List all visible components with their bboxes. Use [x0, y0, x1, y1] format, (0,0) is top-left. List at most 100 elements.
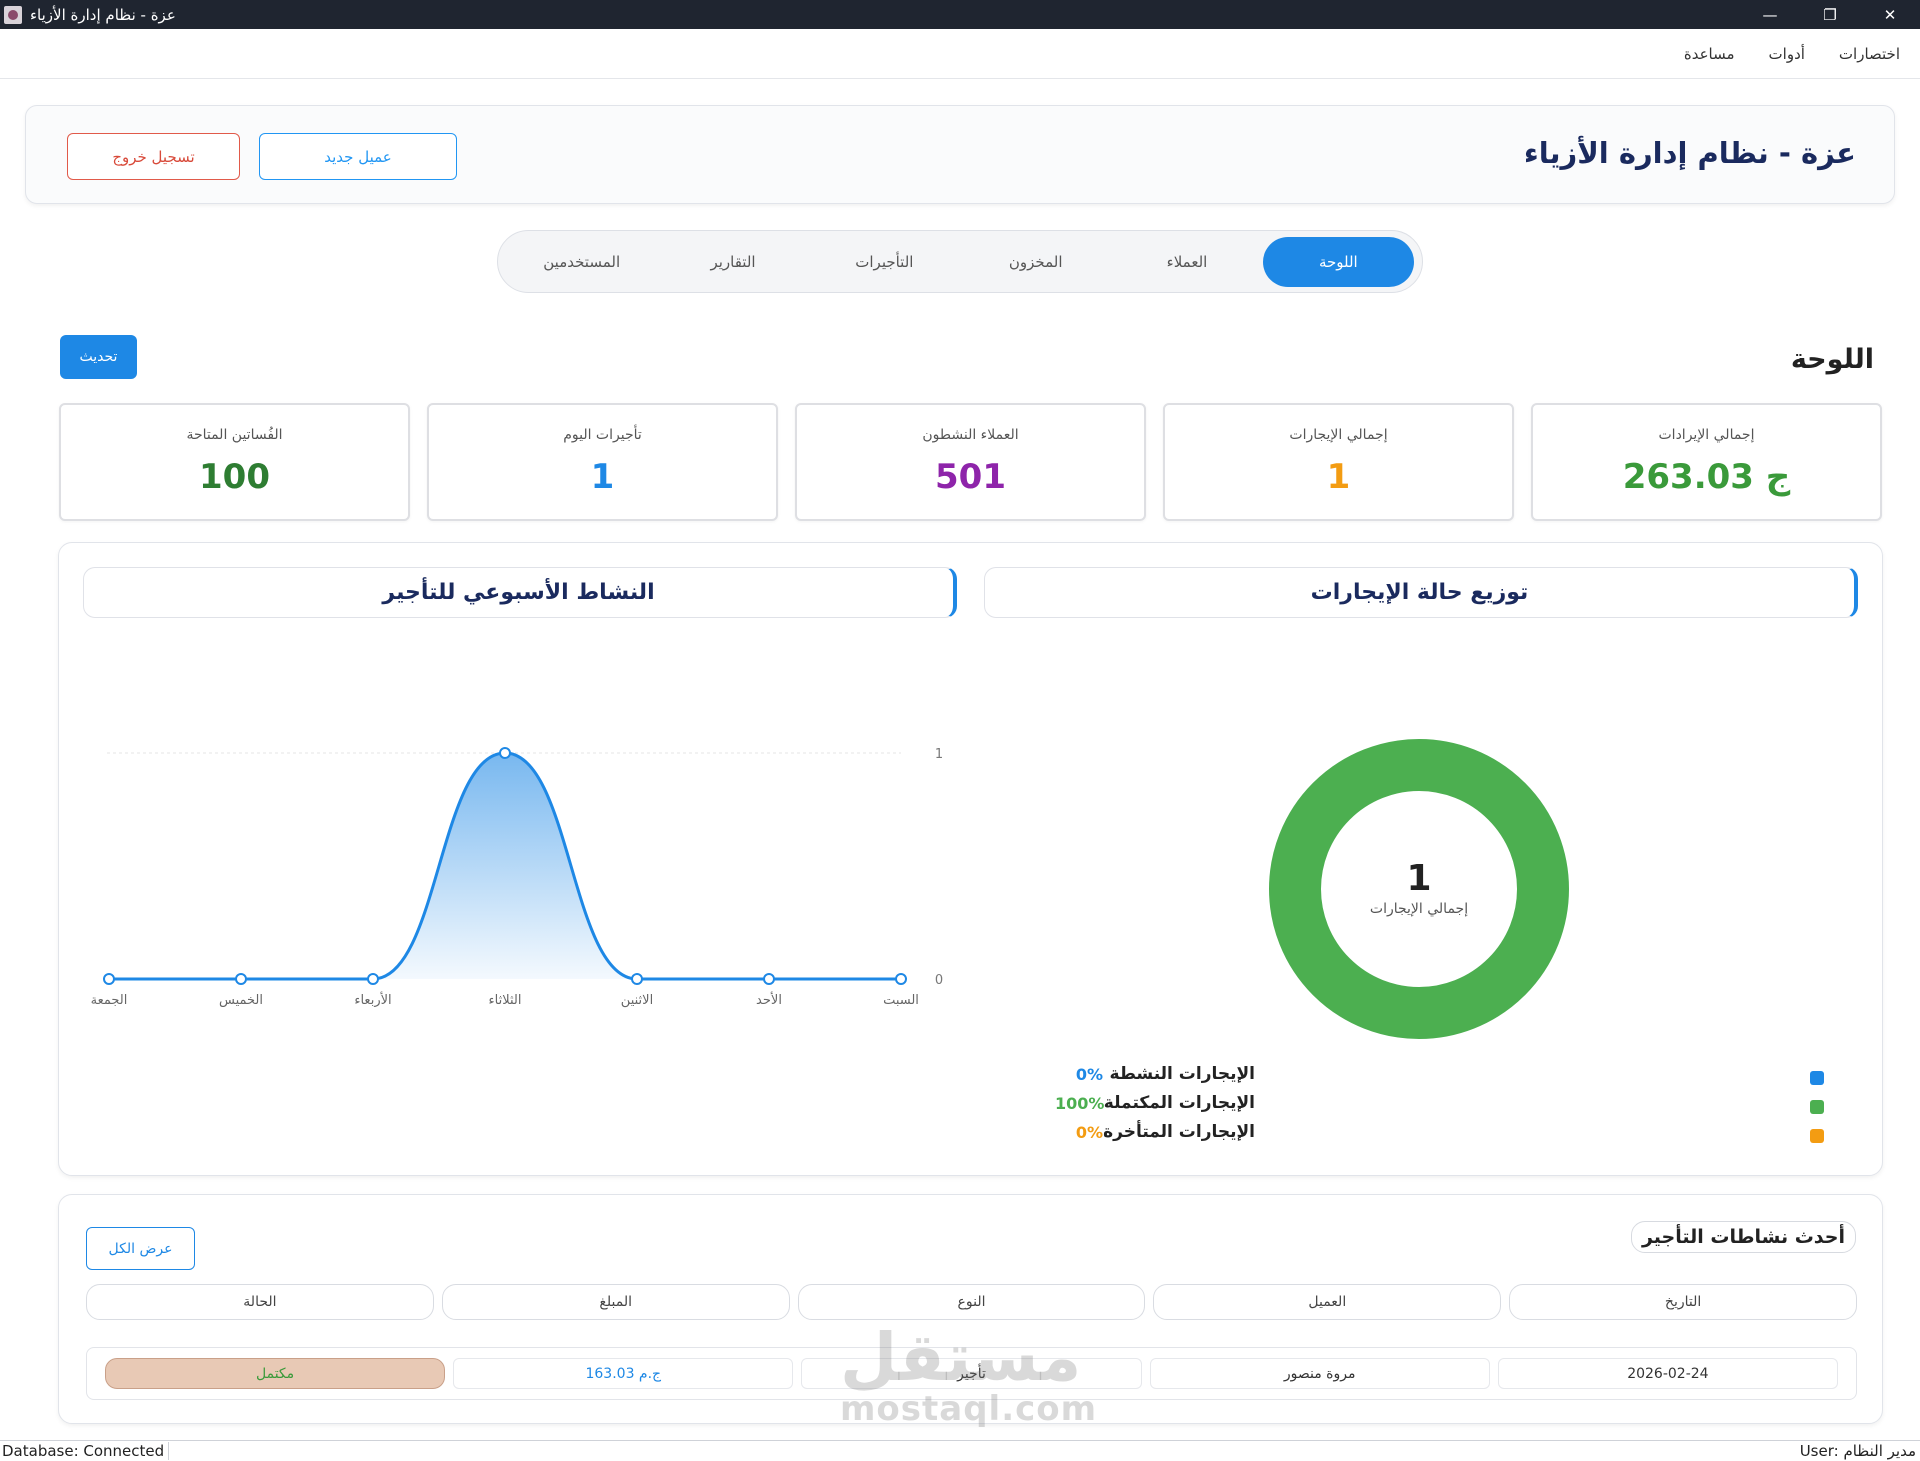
cell-customer: مروة منصور	[1149, 1358, 1490, 1389]
recent-activity-title: أحدث نشاطات التأجير	[1630, 1221, 1856, 1253]
logout-button[interactable]: تسجيل خروج	[67, 133, 240, 180]
weekly-line-chart: 0 1 السبت الأحد الاثنين الثلاثاء الأربعاء الخمي…	[91, 747, 943, 1008]
title-bar-left: عزة - نظام إدارة الأزياء	[0, 5, 176, 24]
title-bar: عزة - نظام إدارة الأزياء — ❐ ✕	[0, 0, 1920, 29]
tab-users[interactable]: المستخدمين	[543, 252, 621, 271]
status-badge: مكتمل	[104, 1358, 446, 1389]
data-point[interactable]	[499, 747, 511, 759]
charts-card: توزيع حالة الإيجارات النشاط الأسبوعي للت…	[58, 542, 1883, 1176]
page-title: اللوحة	[1790, 344, 1874, 375]
legend-label: الإيجارات النشطة	[1109, 1064, 1255, 1084]
window-title: عزة - نظام إدارة الأزياء	[30, 5, 176, 24]
table-row[interactable]: 2026-02-24 مروة منصور تأجير 163.03 ج.م م…	[86, 1347, 1857, 1400]
data-point[interactable]	[235, 973, 247, 985]
stats-row: إجمالي الإيرادات 263.03 ج إجمالي الإيجار…	[59, 403, 1882, 521]
x-tick-label: الثلاثاء	[489, 993, 522, 1008]
weekly-chart-title: النشاط الأسبوعي للتأجير	[83, 567, 957, 618]
legend-label: الإيجارات المتأخرة	[1103, 1122, 1255, 1142]
donut-center-caption: إجمالي الإيجارات	[1369, 901, 1469, 917]
stat-label: الفُساتين المتاحة	[186, 427, 283, 443]
window-controls: — ❐ ✕	[1740, 0, 1920, 29]
column-header-date[interactable]: التاريخ	[1509, 1284, 1857, 1320]
stat-label: تأجيرات اليوم	[563, 427, 642, 443]
stat-value: 100	[199, 457, 270, 497]
menu-tools[interactable]: أدوات	[1768, 44, 1805, 63]
stat-label: إجمالي الإيرادات	[1658, 427, 1755, 443]
tab-rentals[interactable]: التأجيرات	[855, 252, 914, 271]
data-point[interactable]	[367, 973, 379, 985]
legend-swatch	[1810, 1129, 1824, 1143]
legend-item-completed: الإيجارات المكتملة 100%	[1055, 1091, 1885, 1120]
menu-shortcuts[interactable]: اختصارات	[1838, 44, 1900, 63]
x-tick-label: الجمعة	[91, 993, 128, 1008]
tab-inventory[interactable]: المخزون	[1008, 252, 1063, 271]
stat-label: إجمالي الإيجارات	[1289, 427, 1388, 443]
stat-card-available-dresses: الفُساتين المتاحة 100	[59, 403, 410, 521]
table-header: التاريخ العميل النوع المبلغ الحالة	[86, 1284, 1857, 1320]
stat-card-total-rentals: إجمالي الإيجارات 1	[1163, 403, 1514, 521]
legend-swatch	[1810, 1100, 1824, 1114]
column-header-amount[interactable]: المبلغ	[441, 1284, 790, 1320]
refresh-button[interactable]: تحديث	[60, 335, 137, 379]
status-legend: الإيجارات النشطة 0% الإيجارات المكتملة 1…	[1055, 1062, 1885, 1149]
stat-card-active-customers: العملاء النشطون 501	[795, 403, 1146, 521]
app-title: عزة - نظام إدارة الأزياء	[1523, 136, 1856, 170]
donut-center-value: 1	[1406, 858, 1432, 899]
db-status: Database: Connected	[0, 1442, 170, 1460]
data-point[interactable]	[631, 973, 643, 985]
tab-dashboard[interactable]: اللوحة	[1262, 236, 1414, 287]
stat-card-today-rentals: تأجيرات اليوم 1	[427, 403, 778, 521]
header-card: عزة - نظام إدارة الأزياء عميل جديد تسجيل…	[25, 105, 1895, 204]
legend-swatch	[1810, 1071, 1824, 1085]
donut-svg	[1269, 739, 1569, 1039]
menu-bar: اختصارات أدوات مساعدة	[0, 29, 1920, 79]
status-donut-chart: 1 إجمالي الإيجارات	[1269, 739, 1569, 1039]
stat-value: 1	[1326, 457, 1351, 497]
stat-value: 501	[935, 457, 1006, 497]
legend-percent: 100%	[1055, 1094, 1105, 1113]
column-header-customer[interactable]: العميل	[1153, 1284, 1502, 1320]
column-header-type[interactable]: النوع	[797, 1284, 1146, 1320]
data-point[interactable]	[103, 973, 115, 985]
dashboard-panel: اللوحة تحديث إجمالي الإيرادات 263.03 ج إ…	[24, 318, 1896, 1428]
stat-value: 1	[590, 457, 615, 497]
donut-center: 1 إجمالي الإيجارات	[1269, 739, 1569, 1039]
legend-label: الإيجارات المكتملة	[1103, 1093, 1255, 1113]
new-customer-button[interactable]: عميل جديد	[259, 133, 457, 180]
cell-type: تأجير	[801, 1358, 1142, 1389]
view-all-button[interactable]: عرض الكل	[86, 1227, 195, 1270]
x-tick-label: الأحد	[756, 991, 782, 1008]
recent-activity-card: أحدث نشاطات التأجير عرض الكل التاريخ الع…	[58, 1194, 1883, 1424]
cell-amount: 163.03 ج.م	[453, 1358, 794, 1389]
series-area	[109, 753, 901, 979]
status-chart-title: توزيع حالة الإيجارات	[984, 567, 1858, 618]
stat-card-revenue: إجمالي الإيرادات 263.03 ج	[1531, 403, 1882, 521]
data-point[interactable]	[763, 973, 775, 985]
x-tick-label: السبت	[883, 993, 919, 1008]
restore-button[interactable]: ❐	[1823, 5, 1837, 24]
legend-percent: 0%	[1075, 1123, 1103, 1142]
column-header-status[interactable]: الحالة	[86, 1284, 434, 1320]
x-tick-label: الاثنين	[621, 993, 653, 1008]
close-button[interactable]: ✕	[1883, 5, 1897, 24]
status-bar: Database: Connected User: مدير النظام	[0, 1440, 1920, 1461]
stat-label: العملاء النشطون	[922, 427, 1019, 443]
user-status: User: مدير النظام	[1799, 1442, 1916, 1460]
tab-customers[interactable]: العملاء	[1166, 252, 1208, 271]
menu-help[interactable]: مساعدة	[1683, 44, 1735, 63]
y-tick-label: 0	[935, 973, 943, 988]
legend-item-overdue: الإيجارات المتأخرة 0%	[1055, 1120, 1885, 1149]
minimize-button[interactable]: —	[1762, 5, 1778, 24]
cell-date: 2026-02-24	[1497, 1358, 1838, 1389]
donut-slice	[1269, 739, 1569, 1039]
legend-item-active: الإيجارات النشطة 0%	[1055, 1062, 1885, 1091]
app-icon	[4, 5, 22, 24]
x-tick-label: الخميس	[219, 993, 263, 1008]
legend-percent: 0%	[1075, 1065, 1103, 1084]
x-tick-label: الأربعاء	[354, 991, 391, 1008]
stat-value: 263.03 ج	[1622, 457, 1791, 497]
main-tabs: اللوحة العملاء المخزون التأجيرات التقاري…	[497, 230, 1423, 293]
tab-reports[interactable]: التقارير	[710, 252, 756, 271]
data-point[interactable]	[895, 973, 907, 985]
y-tick-label: 1	[935, 747, 943, 762]
